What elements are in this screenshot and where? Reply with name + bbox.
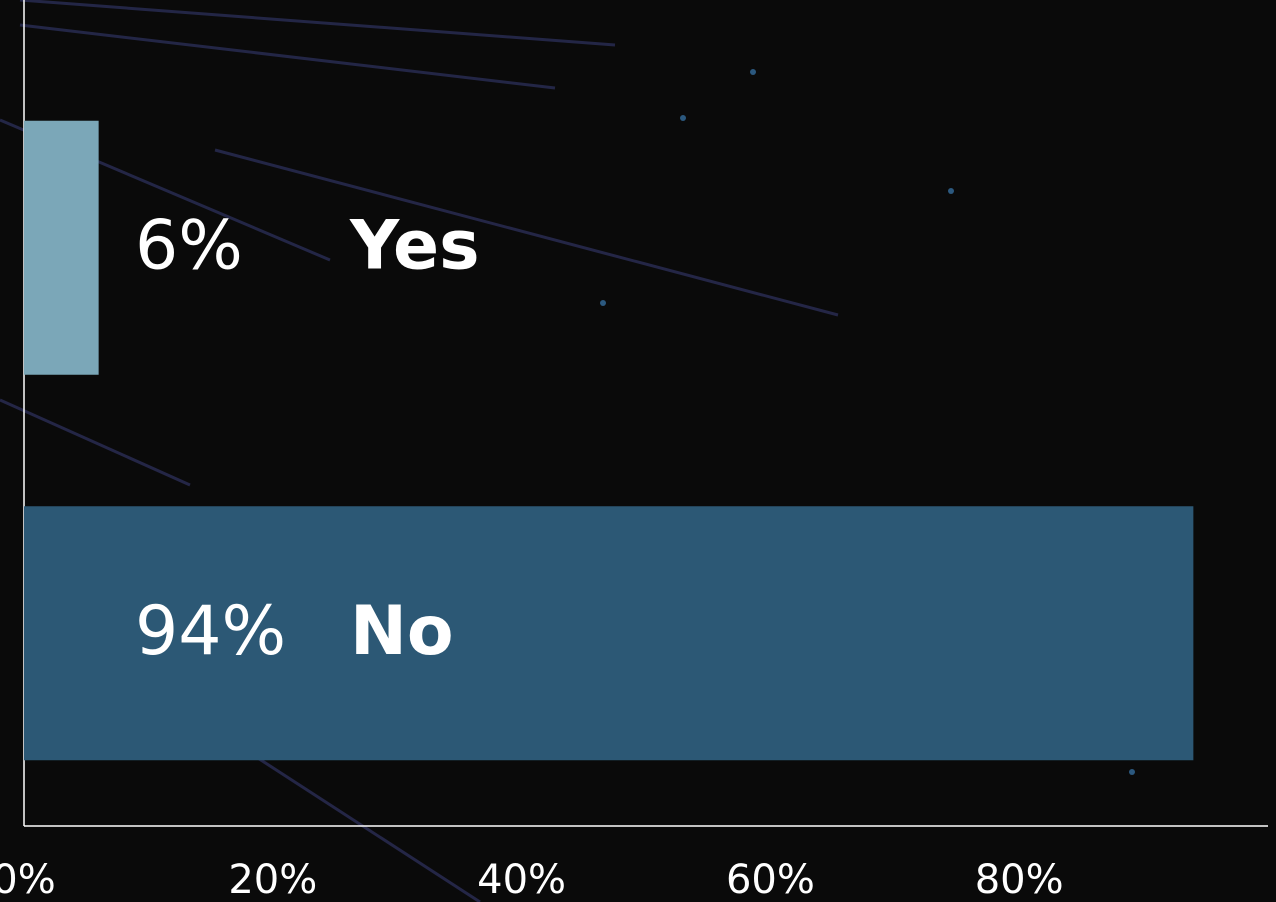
decor-line [0,398,191,487]
category-label: Yes [349,206,480,285]
value-label: 6% [135,206,243,285]
star [750,69,756,75]
value-label: 94% [135,592,286,671]
star [1129,769,1135,775]
x-tick-label: 20% [228,857,317,902]
star [948,188,954,194]
x-tick-label: 80% [975,857,1064,902]
stars [600,69,1135,775]
category-label: No [350,592,454,671]
x-tick-label: 60% [726,857,815,902]
decor-line [214,148,839,317]
x-tick-label: 40% [477,857,566,902]
background-decoration [0,0,839,902]
decor-line [19,0,616,47]
star [680,115,686,121]
bar [24,506,1194,761]
decor-line [19,23,556,90]
decor-line [229,738,481,902]
star [600,300,606,306]
x-tick-label: 0% [0,857,56,902]
bar [24,120,99,375]
